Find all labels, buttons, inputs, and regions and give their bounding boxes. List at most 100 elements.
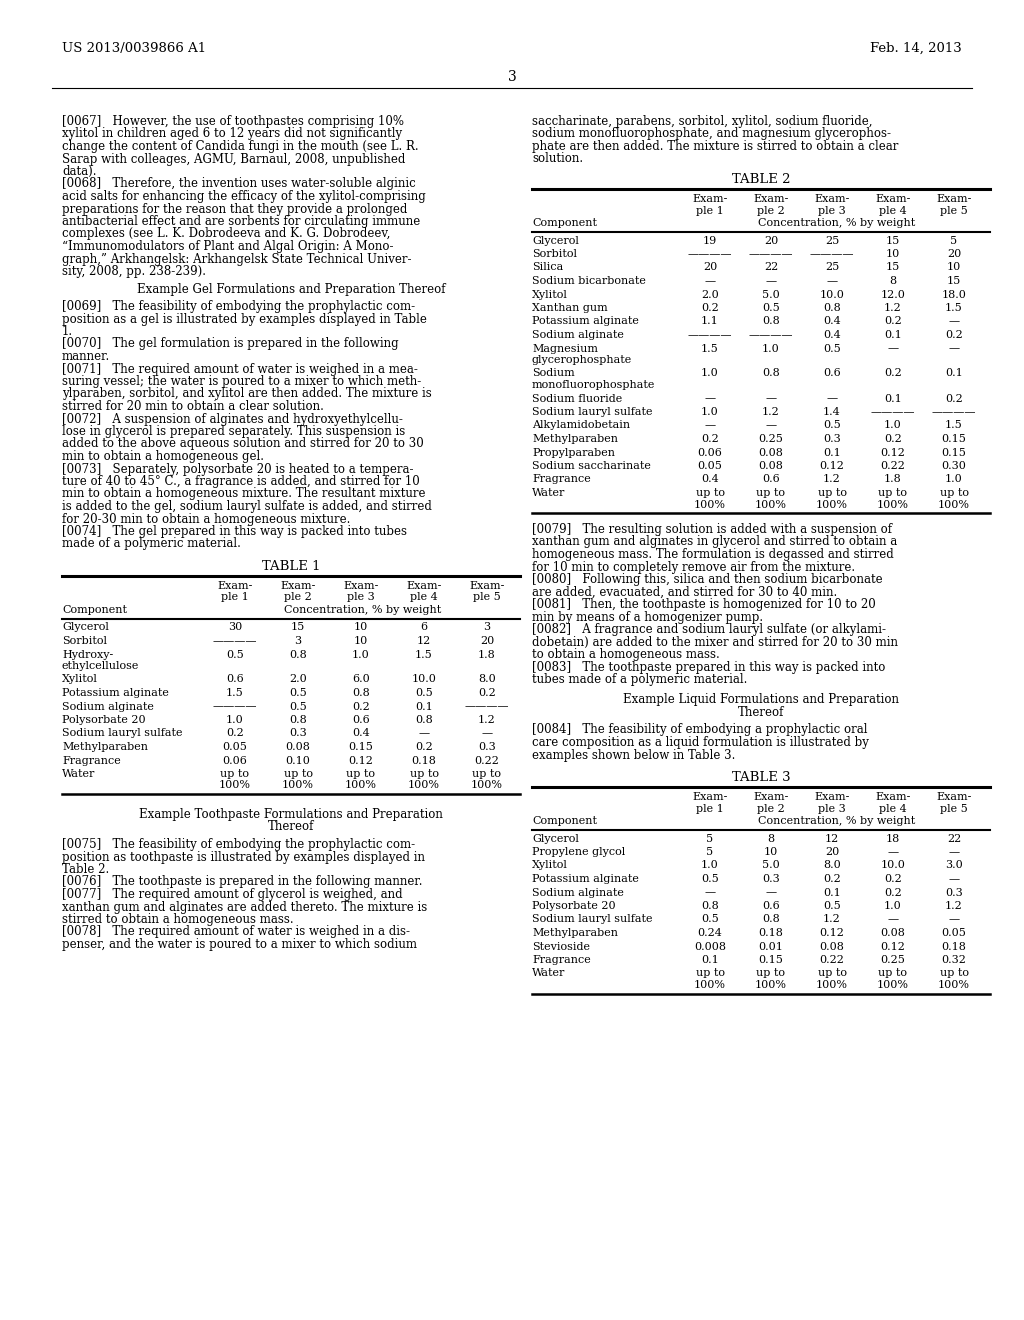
Text: up to: up to	[817, 969, 847, 978]
Text: 10.0: 10.0	[881, 861, 905, 870]
Text: 0.4: 0.4	[701, 474, 719, 484]
Text: 1.0: 1.0	[226, 715, 244, 725]
Text: 0.25: 0.25	[759, 434, 783, 444]
Text: Xylitol: Xylitol	[532, 289, 568, 300]
Text: 1.8: 1.8	[478, 649, 496, 660]
Text: 25: 25	[825, 235, 839, 246]
Text: Table 2.: Table 2.	[62, 863, 110, 876]
Text: 0.2: 0.2	[823, 874, 841, 884]
Text: 0.32: 0.32	[941, 954, 967, 965]
Text: Concentration, % by weight: Concentration, % by weight	[759, 816, 915, 826]
Text: up to: up to	[939, 488, 969, 498]
Text: 1.0: 1.0	[884, 902, 902, 911]
Text: 1.2: 1.2	[945, 902, 963, 911]
Text: —: —	[948, 874, 959, 884]
Text: —: —	[948, 915, 959, 924]
Text: 0.3: 0.3	[945, 887, 963, 898]
Text: Xylitol: Xylitol	[62, 675, 98, 685]
Text: Glycerol: Glycerol	[532, 833, 579, 843]
Text: up to: up to	[346, 770, 376, 779]
Text: 0.01: 0.01	[759, 941, 783, 952]
Text: to obtain a homogeneous mass.: to obtain a homogeneous mass.	[532, 648, 720, 661]
Text: 10.0: 10.0	[412, 675, 436, 685]
Text: 0.15: 0.15	[941, 434, 967, 444]
Text: Sodium: Sodium	[532, 368, 574, 379]
Text: Exam-: Exam-	[936, 792, 972, 803]
Text: 0.1: 0.1	[945, 368, 963, 379]
Text: 0.08: 0.08	[759, 461, 783, 471]
Text: 1.0: 1.0	[945, 474, 963, 484]
Text: 0.08: 0.08	[881, 928, 905, 939]
Text: 5.0: 5.0	[762, 861, 780, 870]
Text: 0.6: 0.6	[823, 368, 841, 379]
Text: Exam-: Exam-	[217, 581, 253, 591]
Text: —: —	[888, 847, 899, 857]
Text: 0.1: 0.1	[823, 887, 841, 898]
Text: added to the above aqueous solution and stirred for 20 to 30: added to the above aqueous solution and …	[62, 437, 424, 450]
Text: antibacterial effect and are sorbents for circulating immune: antibacterial effect and are sorbents fo…	[62, 215, 420, 228]
Text: Glycerol: Glycerol	[532, 235, 579, 246]
Text: Example Toothpaste Formulations and Preparation: Example Toothpaste Formulations and Prep…	[139, 808, 443, 821]
Text: sodium monofluorophosphate, and magnesium glycerophos-: sodium monofluorophosphate, and magnesiu…	[532, 128, 891, 140]
Text: 3: 3	[295, 636, 301, 645]
Text: 0.10: 0.10	[286, 755, 310, 766]
Text: —: —	[419, 729, 429, 738]
Text: up to: up to	[817, 488, 847, 498]
Text: Stevioside: Stevioside	[532, 941, 590, 952]
Text: 0.12: 0.12	[881, 447, 905, 458]
Text: 0.2: 0.2	[945, 330, 963, 341]
Text: 0.3: 0.3	[289, 729, 307, 738]
Text: 1.2: 1.2	[478, 715, 496, 725]
Text: 0.05: 0.05	[941, 928, 967, 939]
Text: 0.8: 0.8	[701, 902, 719, 911]
Text: [0072]   A suspension of alginates and hydroxyethylcellu-: [0072] A suspension of alginates and hyd…	[62, 412, 402, 425]
Text: 0.15: 0.15	[348, 742, 374, 752]
Text: Sodium lauryl sulfate: Sodium lauryl sulfate	[62, 729, 182, 738]
Text: 3: 3	[483, 623, 490, 632]
Text: Component: Component	[62, 605, 127, 615]
Text: 0.12: 0.12	[348, 755, 374, 766]
Text: Example Liquid Formulations and Preparation: Example Liquid Formulations and Preparat…	[623, 693, 899, 706]
Text: 0.22: 0.22	[819, 954, 845, 965]
Text: Exam-: Exam-	[469, 581, 505, 591]
Text: [0074]   The gel prepared in this way is packed into tubes: [0074] The gel prepared in this way is p…	[62, 525, 407, 539]
Text: 0.08: 0.08	[286, 742, 310, 752]
Text: 12: 12	[417, 636, 431, 645]
Text: examples shown below in Table 3.: examples shown below in Table 3.	[532, 748, 735, 762]
Text: [0076]   The toothpaste is prepared in the following manner.: [0076] The toothpaste is prepared in the…	[62, 875, 423, 888]
Text: min to obtain a homogeneous gel.: min to obtain a homogeneous gel.	[62, 450, 264, 463]
Text: Water: Water	[62, 770, 95, 779]
Text: tubes made of a polymeric material.: tubes made of a polymeric material.	[532, 673, 748, 686]
Text: [0077]   The required amount of glycerol is weighed, and: [0077] The required amount of glycerol i…	[62, 888, 402, 902]
Text: 1.5: 1.5	[945, 421, 963, 430]
Text: suring vessel; the water is poured to a mixer to which meth-: suring vessel; the water is poured to a …	[62, 375, 421, 388]
Text: —: —	[765, 393, 776, 404]
Text: Fragrance: Fragrance	[62, 755, 121, 766]
Text: Exam-: Exam-	[692, 792, 728, 803]
Text: Example Gel Formulations and Preparation Thereof: Example Gel Formulations and Preparation…	[137, 284, 445, 297]
Text: 100%: 100%	[282, 780, 314, 791]
Text: 0.18: 0.18	[759, 928, 783, 939]
Text: up to: up to	[757, 969, 785, 978]
Text: Magnesium: Magnesium	[532, 343, 598, 354]
Text: Water: Water	[532, 488, 565, 498]
Text: change the content of Candida fungi in the mouth (see L. R.: change the content of Candida fungi in t…	[62, 140, 419, 153]
Text: 1.2: 1.2	[762, 407, 780, 417]
Text: 10: 10	[947, 263, 962, 272]
Text: ————: ————	[465, 701, 509, 711]
Text: [0068]   Therefore, the invention uses water-soluble alginic: [0068] Therefore, the invention uses wat…	[62, 177, 416, 190]
Text: —: —	[765, 887, 776, 898]
Text: 0.5: 0.5	[823, 343, 841, 354]
Text: 0.5: 0.5	[289, 688, 307, 698]
Text: 0.2: 0.2	[884, 434, 902, 444]
Text: ————: ————	[213, 701, 257, 711]
Text: 0.4: 0.4	[823, 317, 841, 326]
Text: 1.0: 1.0	[352, 649, 370, 660]
Text: ethylcellulose: ethylcellulose	[62, 661, 139, 671]
Text: Sodium alginate: Sodium alginate	[532, 330, 624, 341]
Text: 0.5: 0.5	[226, 649, 244, 660]
Text: xylitol in children aged 6 to 12 years did not significantly: xylitol in children aged 6 to 12 years d…	[62, 128, 402, 140]
Text: 25: 25	[825, 263, 839, 272]
Text: 6.0: 6.0	[352, 675, 370, 685]
Text: —: —	[705, 421, 716, 430]
